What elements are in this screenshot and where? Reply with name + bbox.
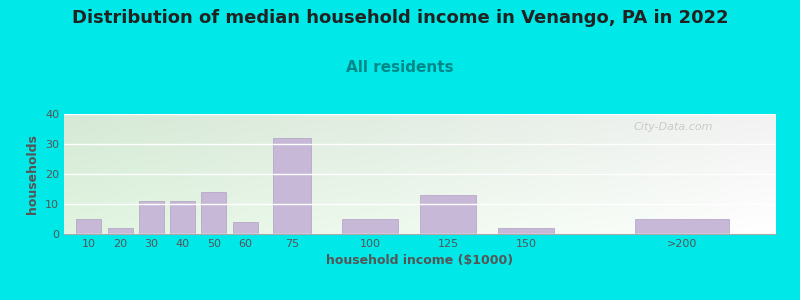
X-axis label: household income ($1000): household income ($1000) bbox=[326, 254, 514, 267]
Bar bbox=[498, 228, 554, 234]
Bar bbox=[202, 192, 226, 234]
Text: All residents: All residents bbox=[346, 60, 454, 75]
Y-axis label: households: households bbox=[26, 134, 39, 214]
Text: City-Data.com: City-Data.com bbox=[634, 122, 713, 132]
Bar bbox=[108, 228, 133, 234]
Bar bbox=[77, 219, 102, 234]
Bar bbox=[139, 201, 164, 234]
Bar bbox=[170, 201, 195, 234]
Bar bbox=[635, 219, 729, 234]
Bar bbox=[274, 138, 310, 234]
Text: Distribution of median household income in Venango, PA in 2022: Distribution of median household income … bbox=[72, 9, 728, 27]
Bar bbox=[420, 195, 476, 234]
Bar bbox=[342, 219, 398, 234]
Bar bbox=[233, 222, 258, 234]
